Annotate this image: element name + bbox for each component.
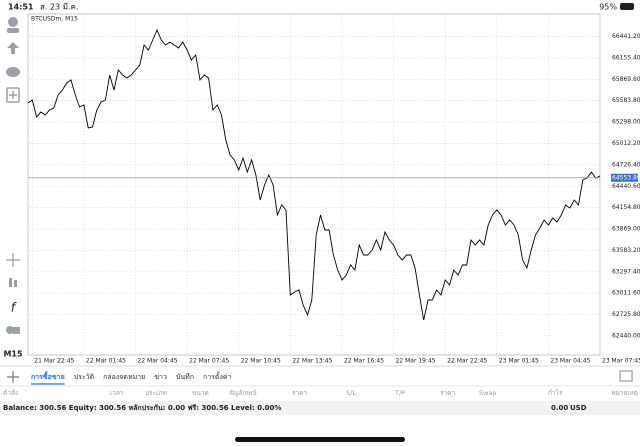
account-icon-base	[7, 28, 19, 33]
tab[interactable]: การตั้งค่า	[203, 370, 232, 381]
tab[interactable]: ข่าว	[154, 373, 167, 381]
x-tick-label: 22 Mar 22:45	[447, 358, 487, 365]
column-header: S/L	[346, 389, 356, 397]
column-header: กำไร	[548, 389, 563, 397]
current-price-box	[611, 173, 638, 182]
x-tick-label: 22 Mar 04:45	[138, 358, 178, 365]
price-line	[27, 28, 601, 321]
y-tick-label: 63869.00	[612, 226, 640, 233]
x-tick-label: 22 Mar 13:45	[292, 358, 332, 365]
trade-icon[interactable]	[7, 42, 19, 54]
y-tick-label: 62440.00	[612, 332, 640, 339]
objects-icon[interactable]	[6, 326, 14, 334]
column-header: หมายเหตุ	[611, 389, 638, 397]
tabs: การซื้อขาย ประวัติ กล่องจดหมาย ข่าว บันทึก กา…	[31, 370, 232, 385]
candle-icon[interactable]	[9, 278, 12, 287]
y-tick-label: 64440.60	[612, 183, 640, 190]
objects-icon-2	[13, 327, 20, 334]
x-tick-label: 22 Mar 07:45	[189, 358, 229, 365]
account-icon[interactable]	[8, 17, 18, 27]
toolbar: f	[6, 17, 20, 334]
x-tick-label: 23 Mar 01:45	[499, 358, 539, 365]
status-battery: 95%	[599, 3, 617, 12]
chart-frame	[27, 13, 601, 356]
y-tick-label: 63583.20	[612, 247, 640, 254]
y-tick-label: 65869.60	[612, 76, 640, 83]
indicator-icon[interactable]: f	[11, 301, 17, 315]
column-header: สัญลักษณ์	[229, 389, 257, 397]
profit: 0.00	[551, 404, 568, 412]
battery-icon	[620, 3, 634, 10]
add-icon[interactable]	[7, 371, 19, 383]
y-tick-label: 65583.80	[612, 97, 640, 104]
y-tick-label: 66441.20	[612, 33, 640, 40]
crosshair-icon[interactable]	[6, 253, 20, 267]
new-icon-plus	[9, 91, 17, 99]
x-tick-label: 22 Mar 19:45	[396, 358, 436, 365]
y-tick-label: 63297.40	[612, 268, 640, 275]
column-header: T/P	[394, 389, 405, 397]
x-tick-label: 22 Mar 16:45	[344, 358, 384, 365]
expand-icon[interactable]	[619, 370, 633, 382]
column-header: ราคา	[440, 389, 455, 397]
y-tick-label: 64154.80	[612, 204, 640, 211]
y-tick-label: 66155.40	[612, 54, 640, 61]
current-price-label: 64553.89	[612, 174, 640, 181]
x-tick-label: 23 Mar 07:45	[602, 358, 640, 365]
y-tick-label: 65012.20	[612, 140, 640, 147]
x-tick-label: 22 Mar 01:45	[86, 358, 126, 365]
candle-icon-2	[14, 280, 17, 287]
y-tick-label: 62725.80	[612, 311, 640, 318]
new-icon[interactable]	[6, 87, 20, 103]
chart-title: BTCUSDm, M15	[31, 16, 78, 23]
column-header: Swap	[479, 389, 497, 397]
column-header: ประเภท	[145, 389, 167, 397]
columns: คำสั่ง เวลา ประเภท ขนาด สัญลักษณ์ ราคา S/L T/P ร…	[3, 388, 638, 397]
tab[interactable]: การซื้อขาย	[31, 370, 65, 381]
y-tick-label: 65298.00	[612, 119, 640, 126]
y-tick-label: 63011.60	[612, 290, 640, 297]
status-date: ส. 23 มี.ค.	[40, 3, 78, 12]
currency: USD	[570, 404, 587, 412]
tab[interactable]: กล่องจดหมาย	[103, 373, 145, 381]
column-header: เวลา	[110, 389, 124, 397]
home-indicator	[235, 437, 405, 442]
y-tick-label: 64726.40	[612, 161, 640, 168]
x-tick-label: 23 Mar 04:45	[550, 358, 590, 365]
status-time: 14:51	[8, 3, 34, 12]
x-tick-label: 21 Mar 22:45	[34, 358, 74, 365]
chat-icon[interactable]	[6, 67, 20, 77]
column-header: ขนาด	[192, 389, 209, 397]
x-tick-label: 22 Mar 10:45	[241, 358, 281, 365]
tab[interactable]: ประวัติ	[74, 373, 95, 381]
column-header: ราคา	[292, 389, 307, 397]
timeframe[interactable]: M15	[3, 350, 23, 359]
column-header: คำสั่ง	[3, 388, 18, 397]
chart: 66441.20 66155.40 65869.60 65583.80 65298.00…	[27, 14, 640, 365]
balance-row	[0, 401, 640, 415]
tab[interactable]: บันทึก	[176, 372, 194, 381]
balance-text: Balance: 300.56 Equity: 300.56 หลักประกั…	[3, 404, 281, 412]
